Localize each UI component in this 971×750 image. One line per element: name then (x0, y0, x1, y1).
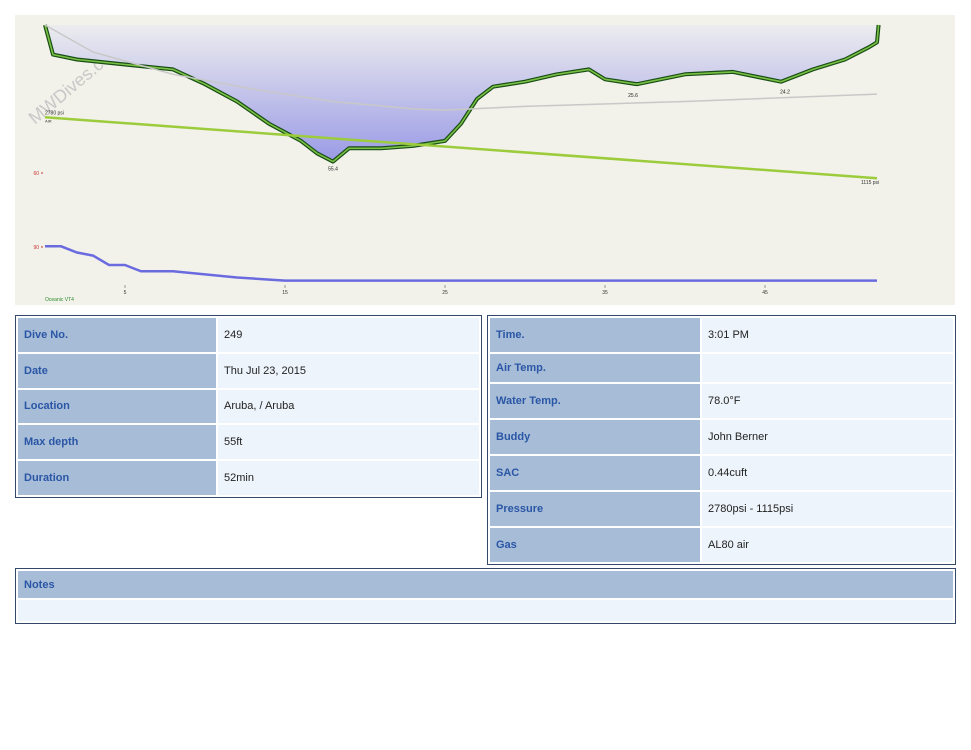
cell-value: 3:01 PM (702, 318, 953, 352)
computer-label: Oceanic VT4 (45, 297, 74, 303)
row: Air Temp. (490, 354, 953, 382)
row: Location Aruba, / Aruba (18, 389, 479, 424)
cell-key: Time. (490, 318, 700, 352)
row: Time. 3:01 PM (490, 318, 953, 352)
cell-key: Dive No. (18, 318, 216, 352)
row: Gas AL80 air (490, 528, 953, 562)
cell-key: Pressure (490, 492, 700, 526)
cell-value: 249 (218, 318, 479, 352)
cell-key: Date (18, 353, 216, 388)
cell-key: Air Temp. (490, 354, 700, 382)
cell-value: 0.44cuft (702, 456, 953, 490)
cell-key: Gas (490, 528, 700, 562)
series-line (44, 24, 878, 111)
cell-value: 55ft (218, 425, 479, 460)
depth-annotation: 25.6 (628, 93, 638, 99)
depth-line (44, 24, 880, 163)
row: Buddy John Berner (490, 420, 953, 454)
row: Duration 52min (18, 461, 479, 495)
row: Max depth 55ft (18, 425, 479, 460)
right-table: Time. 3:01 PM Air Temp. Water Temp. 78.0°F Bu… (487, 315, 956, 565)
cell-key: Duration (18, 461, 216, 495)
notes-title: Notes (18, 571, 953, 598)
row: Water Temp. 78.0°F (490, 384, 953, 418)
x-tick-label: 5 (124, 290, 127, 296)
left-table: Dive No. 249 Date Thu Jul 23, 2015 Location A… (15, 315, 482, 498)
cell-key: Water Temp. (490, 384, 700, 418)
x-tick-label: 35 (602, 290, 608, 296)
cell-value: 78.0°F (702, 384, 953, 418)
series-line (44, 116, 878, 180)
depth-area (45, 25, 879, 162)
depth-annotation: 24.2 (780, 90, 790, 96)
notes-table: Notes (15, 568, 956, 624)
notes-body (18, 600, 953, 621)
y-tick-label: 60 (33, 171, 39, 177)
x-tick-label: 25 (442, 290, 448, 296)
cell-key: Max depth (18, 425, 216, 460)
x-tick-label: 45 (762, 290, 768, 296)
cell-value: 2780psi - 1115psi (702, 492, 953, 526)
x-tick-label: 15 (282, 290, 288, 296)
cell-key: Location (18, 389, 216, 424)
row: Dive No. 249 (18, 318, 479, 352)
cell-value (702, 354, 953, 382)
cell-value: Aruba, / Aruba (218, 389, 479, 424)
row: Date Thu Jul 23, 2015 (18, 353, 479, 388)
y-tick-label: 90 (33, 245, 39, 251)
series-line (45, 245, 877, 282)
cell-key: SAC (490, 456, 700, 490)
cell-value: Thu Jul 23, 2015 (218, 353, 479, 388)
value-label: 1115 psi (861, 180, 879, 186)
gas-label: AIR (45, 118, 52, 123)
cell-key: Buddy (490, 420, 700, 454)
cell-value: AL80 air (702, 528, 953, 562)
cell-value: John Berner (702, 420, 953, 454)
value-label: 2780 psi (45, 110, 64, 116)
depth-annotation: 55.4 (328, 167, 338, 173)
row: SAC 0.44cuft (490, 456, 953, 490)
cell-value: 52min (218, 461, 479, 495)
row: Pressure 2780psi - 1115psi (490, 492, 953, 526)
